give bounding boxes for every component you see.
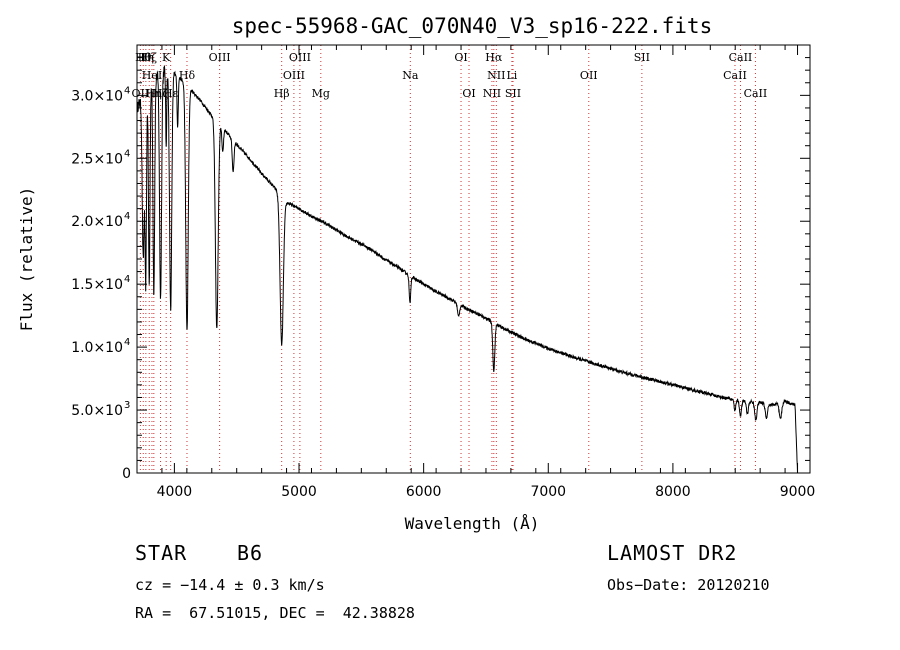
y-tick-exponent: 4 xyxy=(124,211,130,222)
x-tick-label: 6000 xyxy=(406,484,442,500)
line-label: CaII xyxy=(723,69,747,82)
line-label: OIII xyxy=(283,69,305,82)
line-label: SII xyxy=(505,87,521,100)
y-tick-label: 5.0×10 xyxy=(71,403,123,419)
chart-title: spec-55968-GAC_070N40_V3_sp16-222.fits xyxy=(232,14,712,38)
x-axis-label: Wavelength (Å) xyxy=(405,514,540,533)
line-label: OIII xyxy=(289,51,311,64)
y-axis: 05.0×10 31.0×10 41.5×10 42.0×10 42.5×10 43.0×… xyxy=(71,57,810,482)
x-tick-label: 7000 xyxy=(530,484,566,500)
spectral-line-labels: OIIHθHηHζHeIHηHζKHεHδOIIIHβOIIIOIIIMgNaO… xyxy=(132,51,768,100)
line-label: HeI xyxy=(142,69,162,82)
y-tick-label: 1.5×10 xyxy=(71,277,123,293)
line-label: OI xyxy=(454,51,467,64)
line-label: CaII xyxy=(744,87,768,100)
plot-frame xyxy=(136,44,811,474)
x-tick-label: 9000 xyxy=(780,484,816,500)
line-label: NII xyxy=(487,69,505,82)
line-label: Hζ xyxy=(153,87,169,100)
line-label: OIII xyxy=(209,51,231,64)
y-tick-label: 2.0×10 xyxy=(71,214,123,230)
y-tick-label: 0 xyxy=(122,466,131,482)
x-tick-label: 4000 xyxy=(157,484,193,500)
x-tick-label: 8000 xyxy=(655,484,691,500)
x-tick-label: 5000 xyxy=(281,484,317,500)
line-label: Li xyxy=(506,69,517,82)
line-label: OI xyxy=(462,87,475,100)
line-label: Hδ xyxy=(179,69,196,82)
object-subclass: B6 xyxy=(237,541,264,565)
y-tick-label: 1.0×10 xyxy=(71,340,123,356)
line-label: OII xyxy=(132,87,150,100)
line-label: CaII xyxy=(729,51,753,64)
spectrum-line xyxy=(136,65,798,474)
line-label: Na xyxy=(402,69,419,82)
observation-date: Obs−Date: 20120210 xyxy=(607,576,770,594)
line-label: K xyxy=(162,51,171,64)
x-axis: 4000 5000 6000 7000 8000 9000 xyxy=(136,45,816,500)
line-label: NII xyxy=(483,87,501,100)
line-label: Hθ xyxy=(135,51,152,64)
line-label: Hα xyxy=(485,51,503,64)
survey-name: LAMOST DR2 xyxy=(607,541,738,565)
line-label: Mg xyxy=(312,87,330,100)
line-label: Hη xyxy=(138,51,154,64)
line-label: Hβ xyxy=(274,87,290,100)
y-tick-label: 2.5×10 xyxy=(71,151,123,167)
y-tick-exponent: 3 xyxy=(124,400,130,411)
sky-coordinates: RA = 67.51015, DEC = 42.38828 xyxy=(135,604,415,622)
object-class: STAR xyxy=(135,541,188,565)
y-tick-exponent: 4 xyxy=(124,148,130,159)
y-axis-label: Flux (relative) xyxy=(17,187,36,332)
line-label: Hζ xyxy=(141,51,157,64)
y-tick-exponent: 4 xyxy=(124,85,130,96)
redshift-velocity: cz = −14.4 ± 0.3 km/s xyxy=(135,576,325,594)
spectral-line-markers xyxy=(139,45,756,473)
line-label: SII xyxy=(634,51,650,64)
y-tick-label: 3.0×10 xyxy=(71,88,123,104)
line-label: OII xyxy=(580,69,598,82)
y-tick-exponent: 4 xyxy=(124,274,130,285)
y-tick-exponent: 4 xyxy=(124,337,130,348)
